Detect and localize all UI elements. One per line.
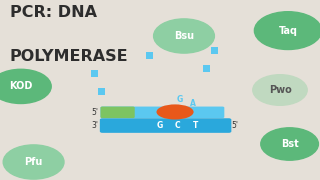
Text: G: G bbox=[157, 121, 163, 130]
Text: T: T bbox=[193, 121, 198, 130]
Circle shape bbox=[3, 145, 64, 179]
Circle shape bbox=[253, 75, 307, 105]
Circle shape bbox=[0, 69, 51, 103]
Text: G: G bbox=[177, 95, 183, 104]
Circle shape bbox=[261, 128, 318, 160]
Text: KOD: KOD bbox=[9, 81, 33, 91]
Text: Pfu: Pfu bbox=[24, 157, 43, 167]
Text: 3': 3' bbox=[91, 121, 98, 130]
FancyBboxPatch shape bbox=[100, 118, 231, 133]
FancyBboxPatch shape bbox=[100, 107, 135, 118]
Ellipse shape bbox=[156, 104, 194, 120]
Text: Bsu: Bsu bbox=[174, 31, 194, 41]
Text: PCR: DNA: PCR: DNA bbox=[10, 5, 97, 20]
Bar bbox=[211, 47, 218, 54]
Bar bbox=[91, 70, 98, 77]
FancyBboxPatch shape bbox=[100, 107, 224, 118]
Bar bbox=[146, 52, 153, 59]
Text: C: C bbox=[175, 121, 180, 130]
Text: Taq: Taq bbox=[278, 26, 298, 36]
Text: A: A bbox=[190, 99, 196, 108]
Text: Pwo: Pwo bbox=[268, 85, 292, 95]
Circle shape bbox=[154, 19, 214, 53]
Text: POLYMERASE: POLYMERASE bbox=[10, 49, 128, 64]
Text: Bst: Bst bbox=[281, 139, 299, 149]
Text: 5': 5' bbox=[91, 108, 98, 117]
Bar bbox=[98, 88, 105, 95]
Circle shape bbox=[254, 12, 320, 50]
Bar bbox=[203, 65, 210, 72]
Text: 5': 5' bbox=[231, 121, 238, 130]
